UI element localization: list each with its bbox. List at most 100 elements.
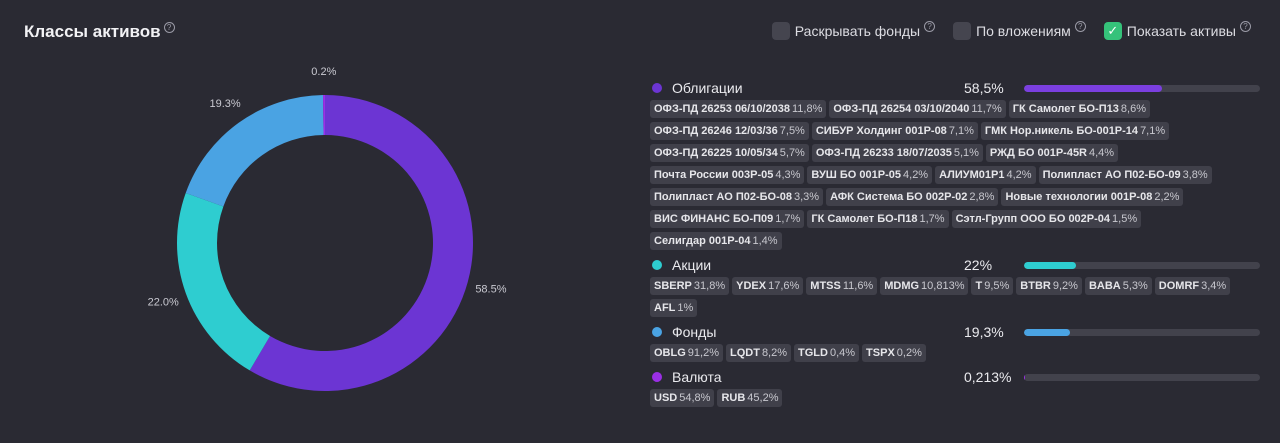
asset-chip[interactable]: АФК Система БО 002Р-02 2,8% [826,188,999,206]
asset-chip[interactable]: ОФЗ-ПД 26225 10/05/34 5,7% [650,144,809,162]
show-assets-toggle[interactable]: ✓ Показать активы ? [1103,21,1251,40]
asset-chip-percent: 17,6% [768,280,800,292]
asset-chip-percent: 5,7% [779,147,805,159]
asset-chip[interactable]: ОФЗ-ПД 26246 12/03/36 7,5% [650,122,809,140]
asset-chip[interactable]: USD 54,8% [650,389,715,407]
by-investment-toggle[interactable]: По вложениям ? [953,21,1086,40]
section-title: Классы активов ? [24,22,175,42]
asset-chip-percent: 91,2% [687,347,719,359]
asset-chip-name: Полипласт АО П02-БО-09 [1042,169,1181,181]
help-icon[interactable]: ? [1240,21,1251,32]
asset-chip-percent: 9,2% [1052,280,1078,292]
asset-chip-percent: 1,7% [919,213,945,225]
asset-chip[interactable]: AFL 1% [650,299,698,317]
asset-chip-percent: 7,5% [779,125,805,137]
asset-chip-percent: 11,8% [792,103,823,115]
legend-dot-icon [652,83,662,93]
asset-class-header[interactable]: Валюта 0,213% [650,368,1262,386]
asset-chip[interactable]: ГМК Нор.никель БО-001P-14 7,1% [980,122,1170,140]
asset-chip-name: MDMG [884,280,920,292]
progress-bar-fill [1024,84,1163,92]
asset-chip-percent: 5,3% [1122,280,1148,292]
asset-class-percent: 22% [964,257,993,273]
asset-class-header[interactable]: Фонды 19,3% [650,323,1262,341]
legend-dot-icon [652,327,662,337]
asset-class-header[interactable]: Облигации 58,5% [650,79,1262,97]
asset-chip[interactable]: ГК Самолет БО-П13 8,6% [1008,100,1150,118]
asset-class-name: Акции [672,257,712,273]
asset-chip-percent: 11,6% [842,280,874,292]
asset-chip[interactable]: BTBR 9,2% [1016,277,1082,295]
donut-slice[interactable] [249,95,473,392]
asset-chip[interactable]: T 9,5% [971,277,1014,295]
asset-chip-name: TGLD [798,347,828,359]
donut-slice[interactable] [185,95,324,207]
asset-chip[interactable]: SBERP 31,8% [650,277,730,295]
asset-chip[interactable]: Почта России 003Р-05 4,3% [650,166,805,184]
show-assets-checkbox[interactable]: ✓ [1103,22,1122,40]
asset-class-percent: 19,3% [964,324,1004,340]
asset-chip-name: СИБУР Холдинг 001P-08 [815,125,947,137]
asset-class-header[interactable]: Акции 22% [650,256,1262,274]
asset-chip-name: Полипласт АО П02-БО-08 [654,191,792,203]
asset-chip[interactable]: TSPX 0,2% [862,344,926,362]
help-icon[interactable]: ? [163,22,175,33]
asset-chip[interactable]: ВИС ФИНАНС БО-П09 1,7% [650,210,805,228]
asset-class-name: Облигации [672,80,743,96]
asset-chip-percent: 2,8% [969,191,995,203]
asset-chip[interactable]: ОФЗ-ПД 26253 06/10/2038 11,8% [650,100,827,118]
asset-chip[interactable]: TGLD 0,4% [794,344,860,362]
asset-chip[interactable]: ОФЗ-ПД 26233 18/07/2035 5,1% [811,144,983,162]
asset-chip[interactable]: RUB 45,2% [717,389,783,407]
asset-chip-name: ВИС ФИНАНС БО-П09 [654,213,774,225]
section-title-text: Классы активов [24,22,161,41]
asset-class-progress-bar [1024,84,1260,92]
asset-chip[interactable]: Полипласт АО П02-БО-08 3,3% [650,188,824,206]
asset-class-percent: 0,213% [964,369,1012,385]
asset-chip[interactable]: АЛИУМ01Р1 4,2% [935,166,1036,184]
asset-chip-name: OBLG [654,347,686,359]
asset-chip[interactable]: MTSS 11,6% [806,277,878,295]
asset-chip-name: Почта России 003Р-05 [654,169,774,181]
help-icon[interactable]: ? [924,21,936,32]
asset-chip-percent: 8,2% [761,347,788,359]
by-investment-label: По вложениям [976,23,1071,39]
asset-chip[interactable]: BABA 5,3% [1084,277,1152,295]
expand-funds-toggle[interactable]: Раскрывать фонды ? [771,21,936,40]
asset-chip-percent: 3,8% [1182,169,1208,181]
asset-chip[interactable]: DOMRF 3,4% [1154,277,1231,295]
legend-dot-icon [652,372,662,382]
asset-chip[interactable]: YDEX 17,6% [732,277,804,295]
asset-chip[interactable]: Новые технологии 001Р-08 2,2% [1001,188,1184,206]
asset-chip[interactable]: OBLG 91,2% [650,344,723,362]
asset-chip-percent: 1,4% [752,235,778,247]
asset-class-donut-chart: 58.5% 22.0% 19.3% 0.2% [148,66,507,392]
donut-slice[interactable] [176,192,271,371]
asset-chip[interactable]: MDMG 10,813% [880,277,969,295]
asset-class-progress-bar [1024,373,1260,381]
asset-chip[interactable]: Селигдар 001Р-04 1,4% [650,232,782,250]
expand-funds-checkbox[interactable] [771,22,790,40]
asset-chip[interactable]: Сэтл-Групп ООО БО 002Р-04 1,5% [951,210,1142,228]
asset-chip-name: Сэтл-Групп ООО БО 002Р-04 [955,213,1111,225]
by-investment-checkbox[interactable] [953,22,972,40]
asset-chip[interactable]: LQDT 8,2% [725,344,792,362]
asset-chip[interactable]: ОФЗ-ПД 26254 03/10/2040 11,7% [829,100,1006,118]
slice-label: 58.5% [475,283,506,295]
progress-bar-fill [1024,261,1076,269]
help-icon[interactable]: ? [1074,21,1086,32]
progress-bar-fill [1024,328,1070,336]
asset-chip-name: ОФЗ-ПД 26225 10/05/34 [654,147,778,159]
asset-class-progress-bar [1024,261,1260,269]
asset-chip-percent: 11,7% [971,103,1002,115]
asset-class-progress-bar [1024,328,1260,336]
asset-chip[interactable]: РЖД БО 001P-45R 4,4% [985,144,1119,162]
asset-chip[interactable]: ВУШ БО 001Р-05 4,2% [807,166,933,184]
asset-chip[interactable]: СИБУР Холдинг 001P-08 7,1% [811,122,978,140]
asset-chip[interactable]: Полипласт АО П02-БО-09 3,8% [1038,166,1212,184]
asset-chip-percent: 1,7% [775,213,801,225]
asset-chip-percent: 0,4% [829,347,856,359]
donut-slice[interactable] [323,95,325,136]
asset-chip[interactable]: ГК Самолет БО-П18 1,7% [807,210,949,228]
asset-chip-name: ОФЗ-ПД 26233 18/07/2035 [815,147,952,159]
